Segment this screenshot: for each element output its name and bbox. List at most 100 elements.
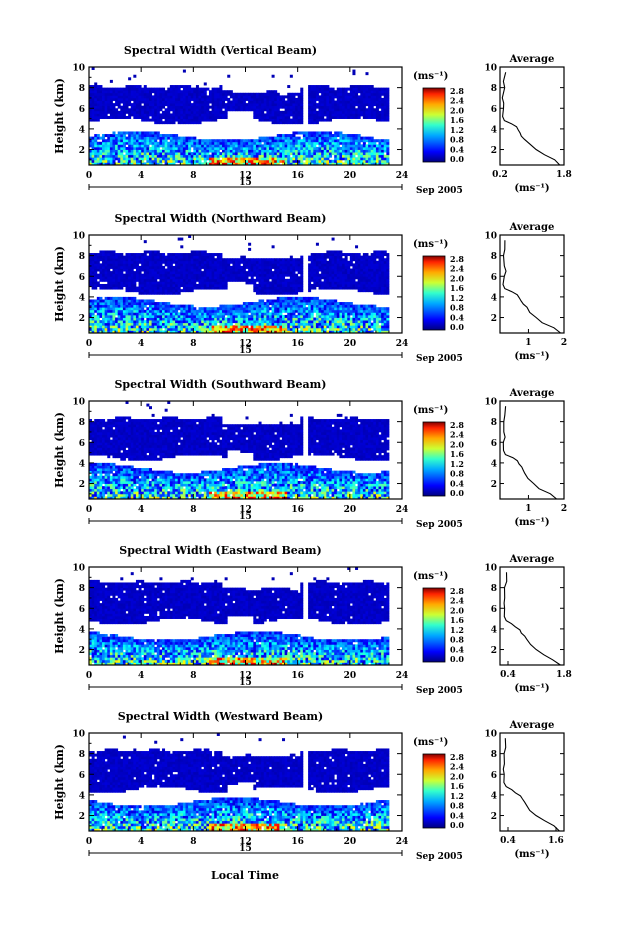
day-label: 15 — [239, 844, 252, 854]
heatmap — [89, 235, 390, 334]
average-x-tick-label: 1.8 — [556, 670, 572, 680]
average-x-tick-label: 1 — [525, 338, 531, 348]
panel-title: Spectral Width (Eastward Beam) — [119, 544, 321, 557]
x-tick-label: 24 — [396, 505, 409, 515]
average-x-tick-label: 1.8 — [556, 170, 572, 180]
colorbar-tick-label: 0.4 — [450, 644, 464, 654]
colorbar-tick-label: 2.0 — [450, 105, 464, 115]
x-tick-label: 12 — [239, 671, 252, 681]
y-axis-label: Height (km) — [53, 78, 66, 154]
colorbar-tick-label: 1.2 — [450, 625, 464, 635]
x-tick-label: 4 — [138, 837, 144, 847]
average-profile-line — [503, 572, 561, 666]
colorbar-tick-label: 0.4 — [450, 810, 464, 820]
average-frame — [499, 566, 565, 666]
heatmap — [89, 67, 390, 166]
x-tick-label: 20 — [344, 171, 357, 181]
colorbar-tick-label: 2.8 — [450, 254, 464, 264]
colorbar-tick-label: 1.2 — [450, 459, 464, 469]
x-axis-label: Local Time — [211, 869, 279, 882]
y-tick-label: 6 — [79, 771, 85, 781]
y-axis-label: Height (km) — [53, 744, 66, 820]
y-tick-label: 8 — [79, 252, 85, 262]
x-tick-label: 20 — [344, 505, 357, 515]
colorbar-tick-label: 0.4 — [450, 478, 464, 488]
colorbar-tick-label: 2.8 — [450, 586, 464, 596]
colorbar — [422, 421, 446, 497]
panel-title: Spectral Width (Northward Beam) — [115, 212, 327, 225]
average-y-tick-label: 2 — [491, 812, 497, 822]
x-tick-label: 16 — [291, 837, 304, 847]
y-tick-label: 6 — [79, 605, 85, 615]
average-y-tick-label: 10 — [484, 564, 497, 574]
x-tick-label: 24 — [396, 671, 409, 681]
date-label: Sep 2005 — [416, 354, 463, 364]
colorbar-tick-label: 1.2 — [450, 293, 464, 303]
average-y-tick-label: 4 — [491, 791, 497, 801]
x-tick-label: 8 — [190, 671, 196, 681]
colorbar-tick-label: 0.0 — [450, 488, 464, 498]
x-tick-label: 8 — [190, 171, 196, 181]
average-profile-line — [502, 738, 560, 832]
y-axis-label: Height (km) — [53, 412, 66, 488]
x-tick-label: 8 — [190, 505, 196, 515]
y-tick-label: 6 — [79, 273, 85, 283]
day-label: 15 — [239, 178, 252, 188]
average-x-label: (ms⁻¹) — [514, 183, 549, 194]
colorbar-tick-label: 1.6 — [450, 449, 464, 459]
y-axis-label: Height (km) — [53, 578, 66, 654]
colorbar-tick-label: 2.4 — [450, 264, 464, 274]
y-tick-label: 2 — [79, 146, 85, 156]
average-y-tick-label: 2 — [491, 314, 497, 324]
average-y-tick-label: 4 — [491, 459, 497, 469]
average-frame — [499, 732, 565, 832]
colorbar-tick-label: 2.0 — [450, 273, 464, 283]
y-tick-label: 10 — [72, 398, 85, 408]
colorbar-tick-label: 2.4 — [450, 430, 464, 440]
x-tick-label: 4 — [138, 505, 144, 515]
y-axis-label: Height (km) — [53, 246, 66, 322]
average-x-tick-label: 1 — [525, 504, 531, 514]
colorbar-tick-label: 2.8 — [450, 752, 464, 762]
x-tick-label: 12 — [239, 171, 252, 181]
y-tick-label: 4 — [79, 791, 85, 801]
average-y-tick-label: 8 — [491, 252, 497, 262]
x-tick-label: 20 — [344, 671, 357, 681]
colorbar-tick-label: 1.6 — [450, 115, 464, 125]
colorbar-tick-label: 1.2 — [450, 791, 464, 801]
y-tick-label: 8 — [79, 418, 85, 428]
x-tick-label: 4 — [138, 671, 144, 681]
average-y-tick-label: 8 — [491, 84, 497, 94]
x-tick-label: 4 — [138, 339, 144, 349]
x-tick-label: 0 — [86, 339, 92, 349]
y-tick-label: 10 — [72, 564, 85, 574]
average-x-tick-label: 0.4 — [500, 836, 516, 846]
colorbar — [422, 87, 446, 163]
average-x-tick-label: 0.2 — [492, 170, 508, 180]
average-profile-line — [502, 240, 561, 334]
average-title: Average — [509, 554, 555, 565]
x-tick-label: 16 — [291, 671, 304, 681]
colorbar-unit: (ms⁻¹) — [413, 571, 448, 582]
panel-4: Spectral Width (Eastward Beam) 24 6 8 10 0 4 8 1… — [53, 544, 572, 696]
x-tick-label: 0 — [86, 837, 92, 847]
colorbar — [422, 587, 446, 663]
average-y-tick-label: 6 — [491, 605, 497, 615]
average-x-tick-label: 2 — [561, 504, 567, 514]
average-title: Average — [509, 720, 555, 731]
average-frame — [499, 66, 565, 166]
panel-title: Spectral Width (Vertical Beam) — [124, 44, 317, 57]
average-title: Average — [509, 388, 555, 399]
average-title: Average — [509, 222, 555, 233]
y-tick-label: 8 — [79, 584, 85, 594]
colorbar-tick-label: 2.0 — [450, 605, 464, 615]
colorbar-tick-label: 2.4 — [450, 762, 464, 772]
x-tick-label: 16 — [291, 505, 304, 515]
average-x-tick-label: 1.6 — [548, 836, 564, 846]
x-tick-label: 0 — [86, 671, 92, 681]
y-tick-label: 2 — [79, 314, 85, 324]
average-y-tick-label: 10 — [484, 64, 497, 74]
heatmap — [89, 401, 390, 500]
